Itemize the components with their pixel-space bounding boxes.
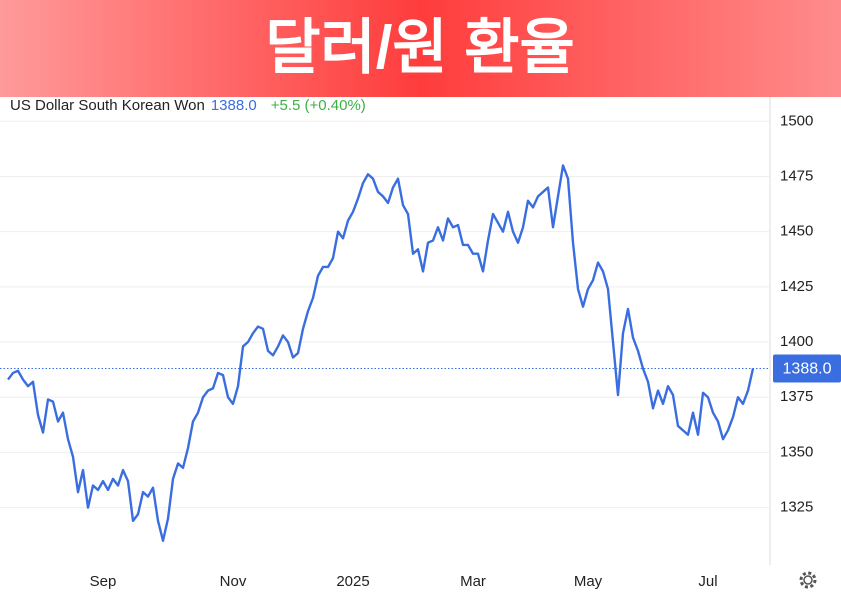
chart-title: 달러/원 환율	[265, 14, 574, 81]
last-price-label: 1388.0	[783, 361, 832, 378]
y-tick-label: 1400	[780, 333, 813, 350]
y-tick-label: 1425	[780, 278, 813, 295]
x-tick-label: Nov	[220, 573, 247, 590]
subtitle: US Dollar South Korean Won 1388.0 +5.5 (+0…	[10, 97, 366, 114]
x-tick-label: 2025	[336, 573, 369, 590]
last-price: 1388.0	[211, 97, 257, 114]
last-price-box	[773, 354, 841, 383]
y-tick-label: 1475	[780, 167, 813, 184]
y-tick-label: 1350	[780, 443, 813, 460]
x-tick-label: Jul	[698, 573, 717, 590]
y-tick-label: 1450	[780, 223, 813, 240]
title-banner	[0, 0, 841, 97]
price-change: +5.5 (+0.40%)	[271, 97, 366, 114]
y-tick-label: 1325	[780, 499, 813, 516]
x-tick-label: Sep	[90, 573, 117, 590]
settings-icon[interactable]	[799, 571, 817, 589]
price-line	[7, 164, 755, 542]
y-tick-label: 1375	[780, 388, 813, 405]
x-tick-label: Mar	[460, 573, 486, 590]
y-tick-label: 1500	[780, 112, 813, 129]
instrument-name: US Dollar South Korean Won	[10, 97, 205, 114]
x-tick-label: May	[574, 573, 603, 590]
